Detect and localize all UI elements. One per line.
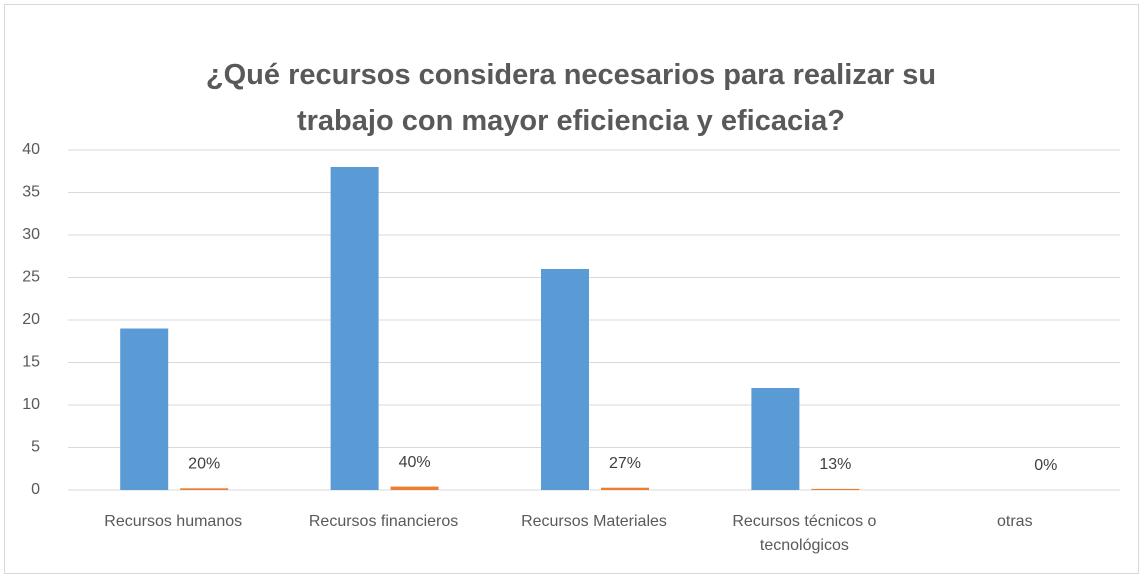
data-label: 27% [609, 455, 641, 472]
data-label: 0% [1034, 457, 1057, 474]
y-tick-label: 35 [22, 184, 40, 201]
x-tick-label: Recursos Materiales [521, 513, 667, 530]
x-tick-label: Recursos financieros [308, 513, 459, 530]
bar [811, 488, 860, 490]
y-tick-label: 30 [22, 226, 40, 243]
bar [541, 269, 589, 490]
bar [120, 328, 169, 490]
y-tick-label: 10 [22, 396, 40, 413]
bar [330, 167, 379, 490]
bar [751, 388, 800, 490]
bar [180, 488, 229, 490]
y-tick-label: 0 [31, 481, 40, 498]
y-tick-label: 25 [22, 269, 40, 286]
x-tick-label: Recursos técnicos o tecnológicos [732, 513, 877, 554]
data-label: 40% [399, 454, 431, 471]
y-tick-label: 15 [22, 354, 40, 371]
x-tick-label: otras [997, 513, 1033, 530]
chart-frame [4, 4, 1139, 574]
chart-title: ¿Qué recursos considera necesarios para … [205, 59, 937, 137]
data-label: 20% [188, 456, 220, 473]
y-tick-label: 40 [22, 141, 40, 158]
bar [601, 487, 649, 490]
y-tick-label: 5 [31, 439, 40, 456]
data-label: 13% [819, 456, 851, 473]
y-tick-label: 20 [22, 311, 40, 328]
bar [390, 486, 439, 490]
x-tick-label: Recursos humanos [104, 513, 243, 530]
